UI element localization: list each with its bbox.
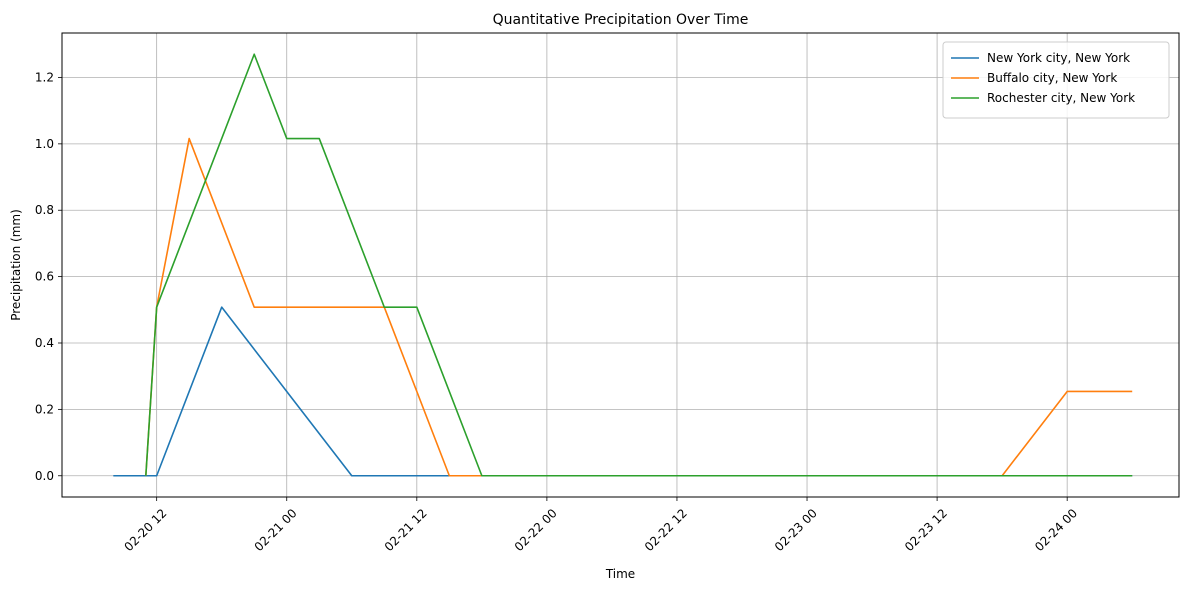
legend-label: New York city, New York	[987, 51, 1130, 65]
y-axis-label: Precipitation (mm)	[9, 209, 23, 321]
x-axis-label: Time	[605, 567, 635, 581]
plot-frame	[61, 32, 1180, 498]
y-tick-label: 1.2	[35, 70, 54, 84]
y-tick-label: 0.8	[35, 203, 54, 217]
series-line-3	[145, 53, 1133, 477]
y-tick-label: 1.0	[35, 137, 54, 151]
y-axis-ticks: 0.0 0.2 0.4 0.6 0.8 1.0 1.2	[35, 70, 62, 483]
series-lines	[113, 53, 1133, 477]
legend-box	[942, 41, 1170, 119]
y-tick-label: 0.2	[35, 402, 54, 416]
y-tick-label: 0.4	[35, 336, 54, 350]
chart-title: Quantitative Precipitation Over Time	[493, 12, 749, 28]
y-tick-label: 0.6	[35, 270, 54, 284]
y-tick-label: 0.0	[35, 469, 54, 483]
legend-label: Rochester city, New York	[987, 91, 1135, 105]
legend: New York city, New York Buffalo city, New…	[942, 41, 1170, 119]
legend-label: Buffalo city, New York	[987, 71, 1117, 85]
